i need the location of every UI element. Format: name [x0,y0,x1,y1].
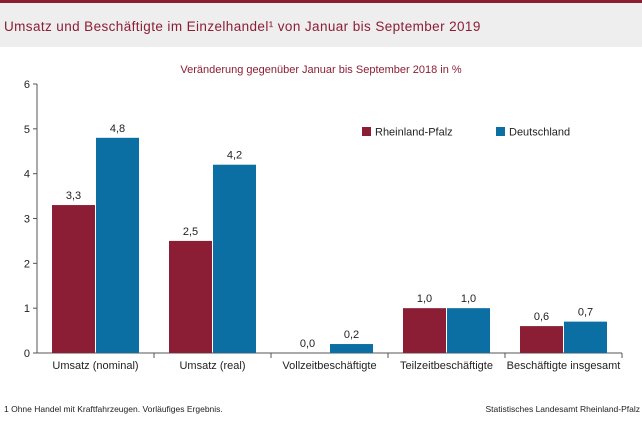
source-note: Statistisches Landesamt Rheinland-Pfalz [485,404,641,414]
bar [447,308,490,353]
bar [96,137,139,353]
bar [213,164,256,353]
category-label: Vollzeitbeschäftigte [282,360,376,372]
data-label: 0,0 [300,338,315,350]
category-label: Umsatz (nominal) [52,360,138,372]
y-tick-label: 1 [24,303,30,315]
y-tick-label: 5 [24,124,30,136]
bar [403,308,446,353]
bar [169,240,212,353]
top-accent-rule [0,0,642,3]
page-title: Umsatz und Beschäftigte im Einzelhandel¹… [4,19,481,34]
legend-swatch [496,127,505,136]
bar [52,205,95,353]
category-label: Beschäftigte insgesamt [507,360,621,372]
data-label: 3,3 [66,190,81,202]
data-label: 2,5 [183,226,198,238]
footnote: 1 Ohne Handel mit Kraftfahrzeugen. Vorlä… [4,404,223,414]
y-tick-label: 4 [24,169,30,181]
data-label: 1,0 [461,293,476,305]
chart-subtitle: Veränderung gegenüber Januar bis Septemb… [180,64,462,76]
legend-swatch [362,127,371,136]
y-tick-label: 3 [24,214,30,226]
bar [330,344,373,353]
y-tick-label: 6 [24,79,30,91]
y-tick-label: 0 [24,348,30,360]
y-tick-label: 2 [24,258,30,270]
data-label: 0,2 [344,329,359,341]
bar [564,321,607,353]
data-label: 1,0 [417,293,432,305]
data-label: 0,6 [534,311,549,323]
bar [520,326,563,353]
category-label: Teilzeitbeschäftigte [400,360,493,372]
category-label: Umsatz (real) [179,360,245,372]
header-bar: Umsatz und Beschäftigte im Einzelhandel¹… [0,3,642,47]
data-label: 4,8 [110,123,125,135]
legend-label: Rheinland-Pfalz [375,127,453,139]
data-label: 4,2 [227,150,242,162]
legend-label: Deutschland [509,127,570,139]
data-label: 0,7 [578,307,593,319]
